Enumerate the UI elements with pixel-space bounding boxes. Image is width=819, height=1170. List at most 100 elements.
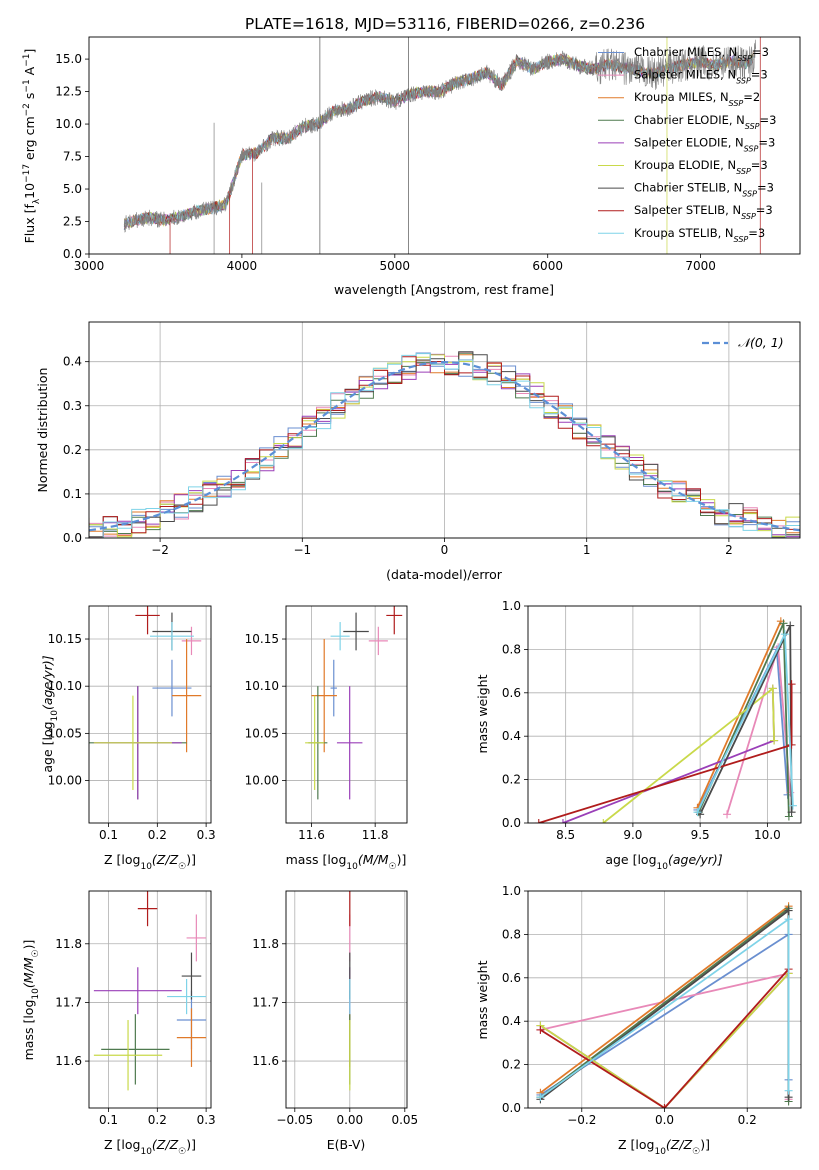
age-weight-panel-xtick-label-1: 9.0 xyxy=(623,828,642,842)
residual-panel-ytick-label-0: 0.0 xyxy=(63,531,82,545)
z-age-panel-ytick-label-0: 10.00 xyxy=(48,774,82,788)
mass-age-panel-ytick-label-1: 10.05 xyxy=(245,726,279,740)
age-weight-panel-ytick-label-0: 0.0 xyxy=(502,816,521,830)
spectrum-panel: 3000 4000 5000 6000 7000 0.0 2.5 5.0 7.5 10.0 12.5… xyxy=(22,36,801,297)
age-weight-panel-marker-kroupa_elodie-1 xyxy=(768,684,777,693)
residual-panel-xtick-label-0: −2 xyxy=(151,543,169,557)
z-age-panel-plot-area xyxy=(89,606,202,800)
age-weight-panel-frame xyxy=(527,605,802,824)
ebv-mass-panel-ytick-label-0: 11.6 xyxy=(252,1054,279,1068)
z-weight-panel-ytick-label-1: 0.2 xyxy=(502,1058,521,1072)
z-weight-panel-ytick-label-4: 0.8 xyxy=(502,927,521,941)
z-weight-panel-line-salpeter_stelib xyxy=(539,968,790,1108)
legend-label-chabrier_elodie: Chabrier ELODIE, NSSP=3 xyxy=(634,113,776,131)
z-weight-panel-plot-area xyxy=(536,902,793,1108)
z-mass-panel: 0.1 0.2 0.3 11.6 11.7 11.8 Z [log10(Z/Z☉)] mass… xyxy=(21,890,216,1157)
histogram-kroupa_stelib xyxy=(89,353,800,538)
spectrum-panel-xtick-label-4: 7000 xyxy=(685,259,716,273)
spectrum-panel-ytick-label-2: 5.0 xyxy=(63,182,82,196)
mass-age-panel-frame xyxy=(285,605,408,824)
ebv-mass-panel-xtick-label-1: 0.00 xyxy=(336,1113,363,1127)
z-weight-panel-ytick-label-5: 1.0 xyxy=(502,884,521,898)
spectrum-panel-xtick-label-0: 3000 xyxy=(74,259,105,273)
z-weight-panel-line-kroupa_miles xyxy=(539,905,790,1094)
age-weight-panel-marker-salpeter_stelib-1 xyxy=(787,740,796,749)
spectrum-panel-ytick-label-4: 10.0 xyxy=(55,117,82,131)
legend-label-salpeter_miles: Salpeter MILES, NSSP=3 xyxy=(634,68,768,86)
figure-title: PLATE=1618, MJD=53116, FIBERID=0266, z=0… xyxy=(245,15,645,33)
mass-age-panel-plot-area xyxy=(305,606,403,800)
z-weight-panel-xtick-label-0: −0.2 xyxy=(567,1113,596,1127)
z-age-panel-ytick-label-2: 10.10 xyxy=(48,679,82,693)
ebv-mass-panel-xtick-label-2: 0.05 xyxy=(391,1113,418,1127)
legend-label-salpeter_elodie: Salpeter ELODIE, NSSP=3 xyxy=(634,135,775,153)
z-weight-panel-ytick-label-0: 0.0 xyxy=(502,1101,521,1115)
age-weight-panel-ytick-label-2: 0.4 xyxy=(502,729,521,743)
age-weight-panel-ytick-label-4: 0.8 xyxy=(502,642,521,656)
residual-panel-xtick-label-2: 0 xyxy=(441,543,449,557)
residual-xlabel: (data-model)/error xyxy=(386,567,503,582)
age-weight-panel-ytick-label-5: 1.0 xyxy=(502,599,521,613)
age-weight-panel-ytick-label-3: 0.6 xyxy=(502,686,521,700)
z-age-panel-ylabel: age [log10(age/yr)] xyxy=(40,655,60,772)
residual-panel-plot-area xyxy=(89,351,800,538)
z-weight-panel-ytick-label-2: 0.4 xyxy=(502,1014,521,1028)
spectrum-panel-ytick-label-3: 7.5 xyxy=(63,150,82,164)
legend-label-kroupa_stelib: Kroupa STELIB, NSSP=3 xyxy=(634,226,765,244)
z-age-panel: 0.1 0.2 0.3 10.00 10.05 10.10 10.15 Z [log10(Z/… xyxy=(40,605,216,872)
spectrum-panel-xtick-label-2: 5000 xyxy=(380,259,411,273)
z-weight-panel-marker-salpeter_stelib-1 xyxy=(660,1104,669,1108)
ebv-mass-panel-ytick-label-1: 11.7 xyxy=(252,995,279,1009)
residual-panel-ytick-label-3: 0.3 xyxy=(63,399,82,413)
spectrum-ylabel: Flux [fλ10−17 erg cm−2 s−1 A−1] xyxy=(22,49,42,244)
spectrum-panel-frame xyxy=(88,36,801,255)
gaussian-curve xyxy=(89,360,800,532)
age-weight-panel-marker-chabrier_stelib-2 xyxy=(787,808,796,817)
z-age-panel-xtick-label-1: 0.2 xyxy=(148,828,167,842)
age-weight-panel-marker-chabrier_elodie-1 xyxy=(779,619,788,628)
z-weight-panel-marker-kroupa_stelib-2 xyxy=(784,1086,793,1095)
spectrum-panel-ytick-label-0: 0.0 xyxy=(63,247,82,261)
residual-panel-xtick-label-4: 2 xyxy=(725,543,733,557)
legend-label-kroupa_miles: Kroupa MILES, NSSP=2 xyxy=(634,90,760,108)
z-weight-panel-xtick-label-2: 0.2 xyxy=(738,1113,757,1127)
ebv-mass-panel-ytick-label-2: 11.8 xyxy=(252,937,279,951)
age-weight-panel-marker-kroupa_stelib-2 xyxy=(788,801,797,810)
z-age-panel-xtick-label-0: 0.1 xyxy=(99,828,118,842)
spectrum-panel-ytick-label-5: 12.5 xyxy=(55,85,82,99)
age-weight-panel-marker-salpeter_elodie-0 xyxy=(558,819,567,823)
legend-label-chabrier_stelib: Chabrier STELIB, NSSP=3 xyxy=(634,181,774,199)
spectrum-legend: Chabrier MILES, NSSP=3 Salpeter MILES, NS… xyxy=(598,45,776,243)
ebv-mass-panel-frame xyxy=(285,890,408,1109)
z-mass-panel-plot-area xyxy=(93,891,207,1091)
mass-age-panel-xtick-label-1: 11.8 xyxy=(362,828,389,842)
mass-age-panel-ytick-label-0: 10.00 xyxy=(245,774,279,788)
ebv-mass-panel: −0.05 0.00 0.05 11.6 11.7 11.8 E(B-V) xyxy=(252,890,418,1152)
age-weight-panel-ytick-label-1: 0.2 xyxy=(502,773,521,787)
residual-panel-ytick-label-1: 0.1 xyxy=(63,487,82,501)
age-weight-panel-marker-kroupa_stelib-1 xyxy=(780,630,789,639)
age-weight-panel-marker-kroupa_stelib-0 xyxy=(693,808,702,817)
legend-label-kroupa_elodie: Kroupa ELODIE, NSSP=3 xyxy=(634,158,768,176)
age-weight-panel: 8.5 9.0 9.5 10.0 0.0 0.2 0.4 0.6 0.8 1.0 age [log1… xyxy=(475,599,802,872)
legend-label-chabrier_miles: Chabrier MILES, NSSP=3 xyxy=(634,45,769,63)
z-mass-panel-ytick-label-2: 11.8 xyxy=(55,937,82,951)
spectrum-panel-xtick-label-1: 4000 xyxy=(227,259,258,273)
z-weight-panel: −0.2 0.0 0.2 0.0 0.2 0.4 0.6 0.8 1.0 Z [log10(Z/Z… xyxy=(475,884,802,1157)
spectrum-xlabel: wavelength [Angstrom, rest frame] xyxy=(334,282,554,297)
z-mass-panel-xlabel: Z [log10(Z/Z☉)] xyxy=(104,1137,196,1157)
residual-panel-xtick-label-3: 1 xyxy=(583,543,591,557)
residual-panel-ytick-label-2: 0.2 xyxy=(63,443,82,457)
z-age-panel-frame xyxy=(88,605,212,824)
age-weight-panel-plot-area xyxy=(534,617,797,823)
age-weight-panel-marker-chabrier_elodie-2 xyxy=(784,812,793,821)
z-mass-panel-ylabel: mass [log10(M/M☉)] xyxy=(21,940,41,1061)
age-weight-panel-xtick-label-2: 9.5 xyxy=(691,828,710,842)
mass-age-panel-xlabel: mass [log10(M/M☉)] xyxy=(286,852,407,872)
z-weight-panel-marker-chabrier_stelib-1 xyxy=(784,906,793,915)
spectrum-panel-xtick-label-3: 6000 xyxy=(532,259,563,273)
z-weight-panel-marker-kroupa_stelib-1 xyxy=(784,915,793,924)
age-weight-panel-marker-kroupa_elodie-0 xyxy=(599,819,608,823)
